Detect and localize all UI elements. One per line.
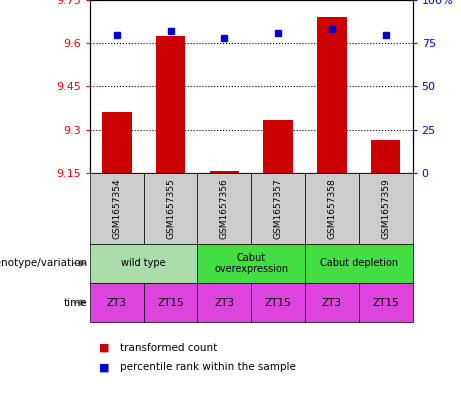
- Bar: [251, 173, 305, 244]
- Text: time: time: [64, 298, 88, 308]
- Bar: [317, 17, 347, 173]
- Bar: [305, 244, 413, 283]
- Bar: [156, 36, 185, 173]
- Text: GSM1657354: GSM1657354: [112, 178, 121, 239]
- Bar: [371, 140, 401, 173]
- Text: ZT15: ZT15: [372, 298, 399, 308]
- Bar: [197, 244, 305, 283]
- Text: GSM1657358: GSM1657358: [327, 178, 337, 239]
- Bar: [359, 173, 413, 244]
- Text: wild type: wild type: [121, 258, 166, 268]
- Text: ZT15: ZT15: [157, 298, 184, 308]
- Text: transformed count: transformed count: [120, 343, 217, 353]
- Bar: [305, 173, 359, 244]
- Text: GSM1657355: GSM1657355: [166, 178, 175, 239]
- Text: Cabut
overexpression: Cabut overexpression: [214, 253, 288, 274]
- Bar: [263, 119, 293, 173]
- Bar: [210, 171, 239, 173]
- Text: ZT3: ZT3: [214, 298, 234, 308]
- Text: ZT3: ZT3: [107, 298, 127, 308]
- Bar: [197, 173, 251, 244]
- Text: Cabut depletion: Cabut depletion: [320, 258, 398, 268]
- Text: GSM1657359: GSM1657359: [381, 178, 390, 239]
- Text: ZT15: ZT15: [265, 298, 291, 308]
- Text: ZT3: ZT3: [322, 298, 342, 308]
- Text: percentile rank within the sample: percentile rank within the sample: [120, 362, 296, 373]
- Bar: [90, 244, 197, 283]
- Text: ■: ■: [99, 343, 110, 353]
- Bar: [251, 283, 305, 322]
- Bar: [90, 173, 144, 244]
- Bar: [144, 173, 197, 244]
- Bar: [305, 283, 359, 322]
- Text: GSM1657356: GSM1657356: [220, 178, 229, 239]
- Bar: [144, 283, 197, 322]
- Bar: [90, 283, 144, 322]
- Text: genotype/variation: genotype/variation: [0, 258, 88, 268]
- Bar: [197, 283, 251, 322]
- Text: GSM1657357: GSM1657357: [274, 178, 283, 239]
- Bar: [359, 283, 413, 322]
- Text: ■: ■: [99, 362, 110, 373]
- Bar: [102, 112, 131, 173]
